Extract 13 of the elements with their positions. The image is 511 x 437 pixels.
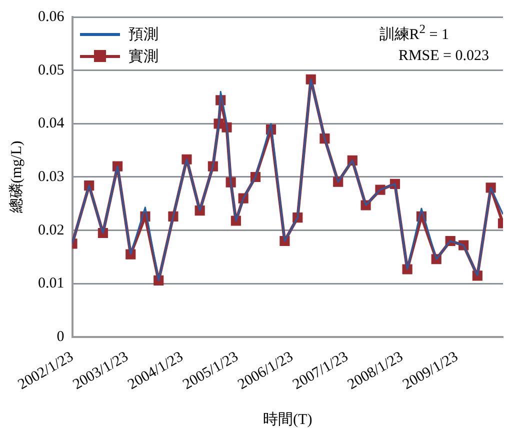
legend-label: 實測 <box>128 48 158 66</box>
legend-label: 預測 <box>128 26 158 44</box>
y-axis-title: 總磷(mg/L) <box>8 140 25 214</box>
y-tick-label: 0 <box>56 328 64 345</box>
y-tick-label: 0.04 <box>38 116 65 132</box>
y-tick-label: 0.01 <box>38 276 64 292</box>
annotation: RMSE = 0.023 <box>397 47 489 66</box>
y-tick-label: 0.03 <box>38 168 64 185</box>
annotation: 訓練R$^{2}$ = 1 <box>379 21 450 45</box>
y-tick-label: 0.06 <box>38 8 65 25</box>
y-tick-label: 0.05 <box>38 62 64 78</box>
y-tick-label: 0.02 <box>38 222 64 238</box>
x-axis-title: 時間(T) <box>263 410 312 428</box>
